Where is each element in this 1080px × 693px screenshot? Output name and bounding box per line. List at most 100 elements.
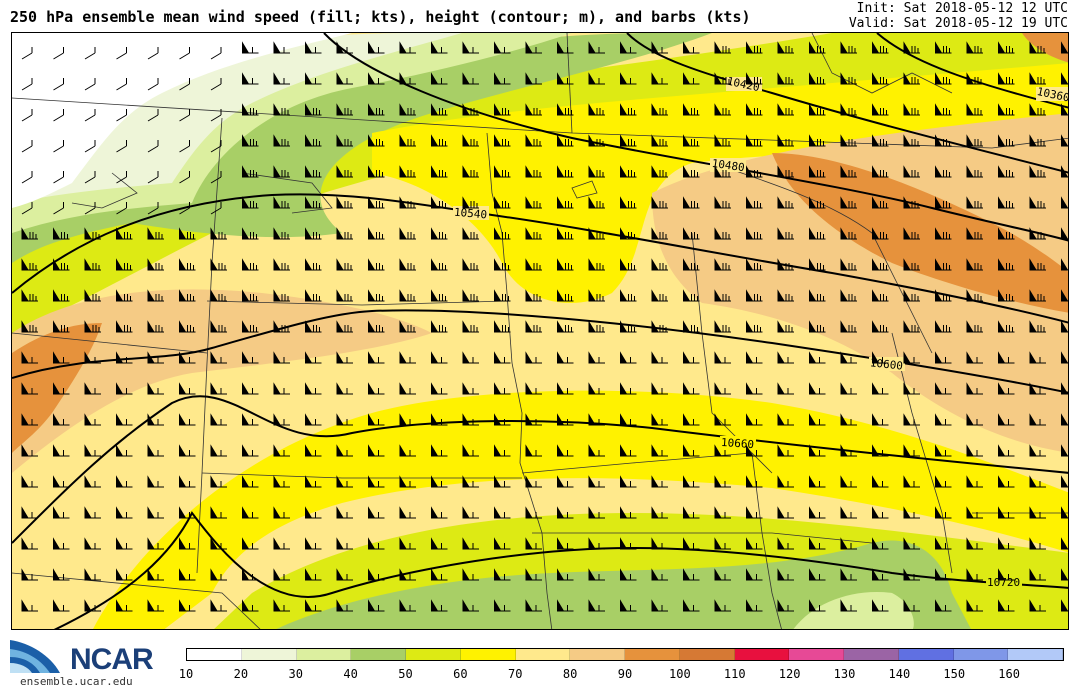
wind-barb (210, 506, 227, 519)
wind-barb (368, 475, 385, 488)
wind-barb (399, 599, 416, 612)
colorbar-swatch (241, 649, 297, 660)
wind-barb (588, 537, 605, 550)
wind-barb (651, 599, 668, 612)
wind-barb (840, 599, 857, 612)
wind-barb (462, 506, 479, 519)
wind-barb (903, 351, 920, 364)
contour-10360-line (876, 33, 1068, 109)
wind-barb (714, 568, 731, 581)
wind-barb (368, 413, 385, 426)
wind-barb (116, 171, 127, 184)
wind-barb (210, 444, 227, 457)
wind-barb (1061, 444, 1068, 457)
wind-barb (620, 413, 637, 426)
wind-barb (903, 320, 920, 333)
wind-barb (431, 41, 448, 54)
wind-barb (966, 537, 983, 550)
wind-barb (809, 382, 826, 395)
wind-barb (872, 289, 889, 302)
wind-barb (966, 134, 983, 147)
wind-barb (116, 382, 133, 395)
wind-barb (21, 320, 38, 333)
wind-barb (840, 568, 857, 581)
wind-barb (53, 171, 64, 184)
wind-barb (683, 41, 700, 54)
wind-barb (777, 537, 794, 550)
wind-barb (21, 258, 38, 271)
wind-barb (462, 41, 479, 54)
wind-barb (683, 196, 700, 209)
wind-barb (588, 134, 605, 147)
wind-barb (305, 382, 322, 395)
wind-barb (683, 72, 700, 85)
colorbar-tick-label: 110 (723, 667, 746, 681)
colorbar-swatch (460, 649, 516, 660)
wind-barb (935, 475, 952, 488)
wind-barb (998, 227, 1015, 240)
wind-barb (273, 475, 290, 488)
colorbar-swatch (1008, 649, 1063, 660)
wind-barb (494, 72, 511, 85)
wind-barb (147, 171, 159, 184)
wind-barb (147, 320, 164, 333)
wind-barb (1061, 72, 1068, 85)
wind-barb (242, 196, 259, 209)
wind-barb (998, 537, 1015, 550)
wind-barb (935, 103, 952, 116)
wind-barb (84, 227, 101, 240)
wind-barb (1029, 599, 1046, 612)
wind-barb (179, 413, 196, 426)
wind-barb (242, 41, 259, 54)
wind-barb (777, 506, 794, 519)
wind-barb (462, 196, 479, 209)
wind-barb (494, 351, 511, 364)
colorbar-swatch (296, 649, 352, 660)
wind-barb (683, 227, 700, 240)
wind-barb (746, 537, 763, 550)
wind-barb (494, 320, 511, 333)
wind-barb (651, 475, 668, 488)
wind-barb (1061, 506, 1068, 519)
colorbar-swatch (898, 649, 954, 660)
wind-barb (462, 537, 479, 550)
wind-barb (179, 47, 190, 60)
wind-barb (494, 537, 511, 550)
wind-barb (840, 475, 857, 488)
wind-barb (588, 227, 605, 240)
wind-barb (903, 568, 920, 581)
wind-barb (557, 258, 574, 271)
wind-barb (651, 258, 668, 271)
wind-barb (903, 103, 920, 116)
wind-barb (840, 537, 857, 550)
wind-barb (116, 444, 133, 457)
wind-barb (872, 134, 889, 147)
wind-barb (336, 382, 353, 395)
wind-barb (903, 72, 920, 85)
contour-label-10660: 10660 (721, 436, 755, 451)
wind-barb (1061, 351, 1068, 364)
colorbar-swatch (844, 649, 899, 660)
fill-10-20 (12, 33, 352, 208)
wind-barb (525, 475, 542, 488)
wind-barb (903, 413, 920, 426)
wind-barb (651, 506, 668, 519)
wind-barb (242, 599, 259, 612)
wind-barb (840, 227, 857, 240)
wind-barb (966, 568, 983, 581)
wind-barb (84, 78, 96, 91)
wind-barb (872, 227, 889, 240)
wind-barb (84, 599, 101, 612)
wind-barb (210, 289, 227, 302)
wind-barb (462, 599, 479, 612)
wind-barb (368, 289, 385, 302)
wind-barb (746, 134, 763, 147)
wind-barb (84, 537, 101, 550)
wind-barb (273, 444, 290, 457)
wind-barb (525, 289, 542, 302)
wind-barb (273, 506, 290, 519)
wind-barb (116, 202, 127, 215)
wind-barb (840, 382, 857, 395)
wind-barb (998, 72, 1015, 85)
wind-barb (714, 599, 731, 612)
